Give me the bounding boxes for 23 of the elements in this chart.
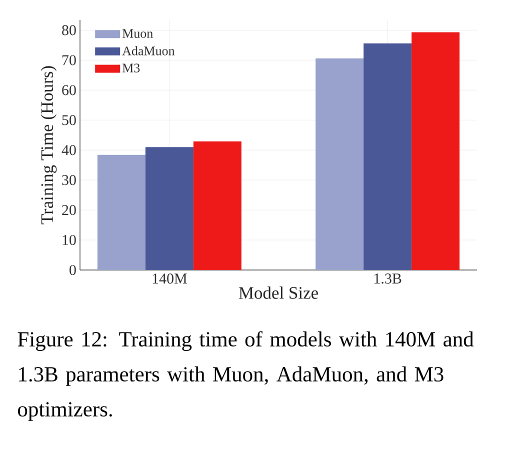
x-tick-label: 1.3B — [374, 274, 402, 284]
bar — [316, 58, 364, 270]
x-axis-title: Model Size — [238, 286, 318, 299]
y-tick-label: 50 — [62, 115, 76, 126]
y-tick-label: 80 — [62, 25, 76, 36]
bar — [364, 43, 412, 270]
y-tick-label: 70 — [62, 55, 76, 66]
y-tick-label: 60 — [62, 85, 76, 96]
legend-label: Muon — [122, 29, 153, 38]
y-tick-label: 10 — [62, 234, 76, 246]
y-tick-label: 30 — [62, 175, 76, 186]
caption: Figure 12: Training time of models with 140M and 1.3B parameters with Muon, AdaMuon, and M3 optimizers. — [18, 331, 474, 421]
bar — [412, 32, 460, 270]
bar — [97, 154, 146, 270]
y-tick-label: 0 — [70, 264, 76, 276]
legend-label: M3 — [122, 64, 140, 72]
y-tick-label: 40 — [62, 145, 76, 156]
x-tick-label: 140M — [152, 274, 187, 284]
bar — [193, 141, 242, 270]
y-tick-label: 20 — [62, 204, 76, 216]
bar — [145, 147, 194, 270]
legend-label: AdaMuon — [122, 46, 175, 56]
y-axis-title: Training Time (Hours) — [40, 66, 57, 224]
